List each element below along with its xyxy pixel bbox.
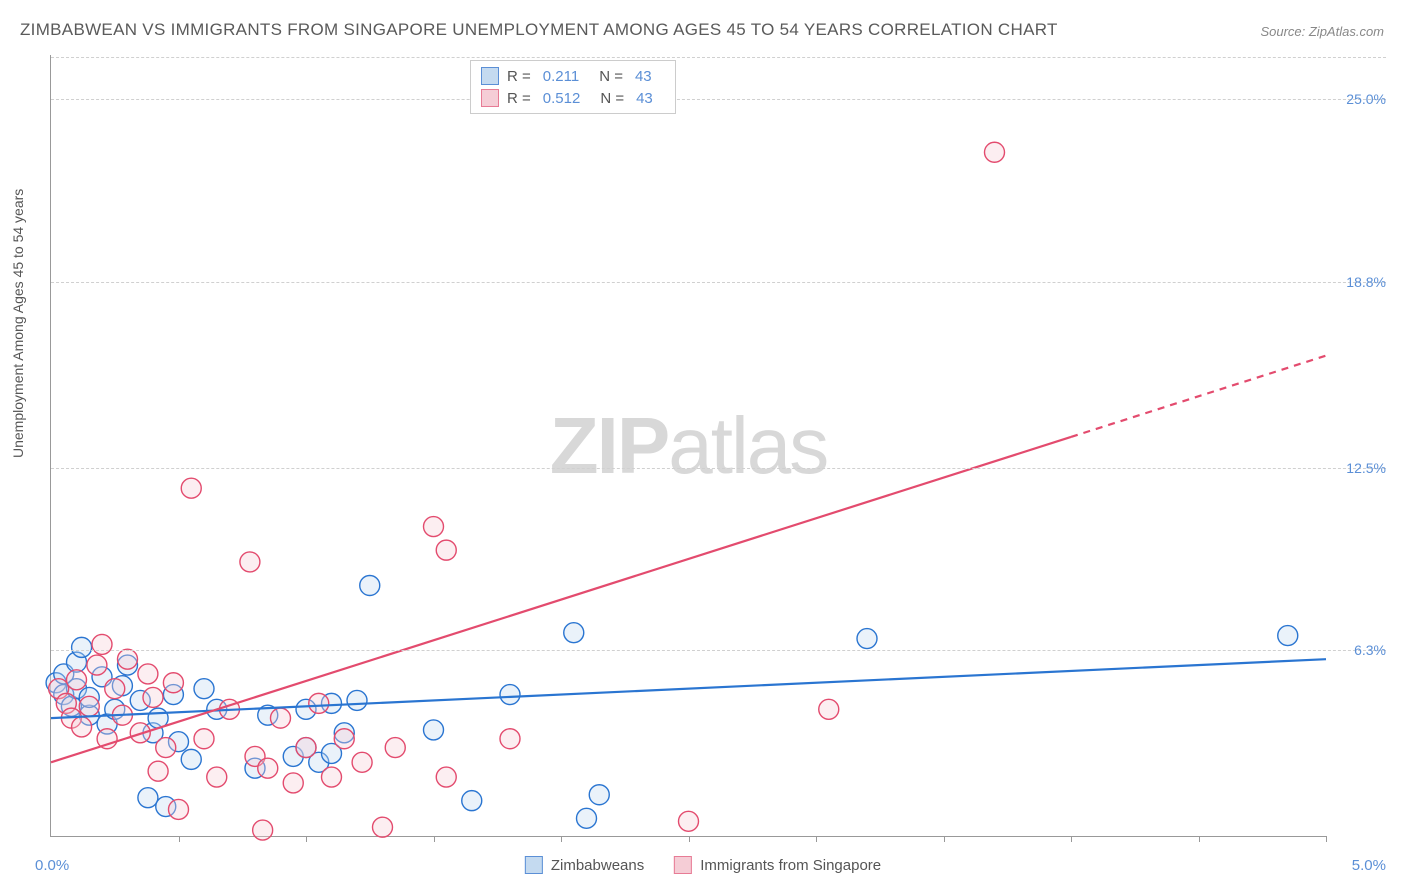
- stats-box: R = 0.211 N = 43 R = 0.512 N = 43: [470, 60, 676, 114]
- data-point: [207, 767, 227, 787]
- gridline: [51, 57, 1386, 58]
- data-point: [322, 767, 342, 787]
- series-swatch-icon: [481, 89, 499, 107]
- data-point: [271, 708, 291, 728]
- y-axis-label: Unemployment Among Ages 45 to 54 years: [10, 438, 26, 458]
- data-point: [118, 649, 138, 669]
- correlation-chart: ZIMBABWEAN VS IMMIGRANTS FROM SINGAPORE …: [0, 0, 1406, 892]
- n-value: 43: [635, 68, 652, 85]
- data-point: [240, 552, 260, 572]
- data-point: [679, 811, 699, 831]
- x-tick: [1199, 836, 1200, 842]
- x-tick: [179, 836, 180, 842]
- data-point: [985, 142, 1005, 162]
- data-point: [72, 637, 92, 657]
- x-tick: [1071, 836, 1072, 842]
- data-point: [258, 758, 278, 778]
- data-point: [352, 752, 372, 772]
- gridline: [51, 650, 1386, 651]
- legend-swatch-icon: [525, 856, 543, 874]
- data-point: [500, 729, 520, 749]
- data-point: [589, 785, 609, 805]
- data-point: [1278, 626, 1298, 646]
- data-point: [309, 693, 329, 713]
- chart-legend: Zimbabweans Immigrants from Singapore: [525, 856, 881, 874]
- n-label: N =: [599, 68, 623, 85]
- data-point: [169, 799, 189, 819]
- trend-line: [51, 659, 1326, 718]
- chart-title: ZIMBABWEAN VS IMMIGRANTS FROM SINGAPORE …: [20, 20, 1058, 40]
- y-tick-label: 6.3%: [1354, 642, 1386, 658]
- data-point: [138, 664, 158, 684]
- data-point: [436, 767, 456, 787]
- data-point: [138, 788, 158, 808]
- r-value: 0.512: [543, 90, 581, 107]
- data-point: [500, 685, 520, 705]
- y-tick-label: 25.0%: [1346, 91, 1386, 107]
- r-label: R =: [507, 90, 531, 107]
- stats-row: R = 0.512 N = 43: [481, 87, 665, 109]
- legend-swatch-icon: [674, 856, 692, 874]
- gridline: [51, 282, 1386, 283]
- source-attribution: Source: ZipAtlas.com: [1260, 24, 1384, 39]
- x-axis-min-label: 0.0%: [35, 857, 69, 874]
- r-label: R =: [507, 68, 531, 85]
- gridline: [51, 468, 1386, 469]
- data-point: [105, 679, 125, 699]
- series-swatch-icon: [481, 67, 499, 85]
- data-point: [857, 629, 877, 649]
- legend-item: Immigrants from Singapore: [674, 856, 881, 874]
- data-point: [385, 738, 405, 758]
- legend-label: Immigrants from Singapore: [700, 857, 881, 874]
- r-value: 0.211: [543, 68, 579, 85]
- legend-item: Zimbabweans: [525, 856, 644, 874]
- data-point: [67, 670, 87, 690]
- data-point: [253, 820, 273, 840]
- x-tick: [306, 836, 307, 842]
- x-tick: [434, 836, 435, 842]
- data-point: [360, 575, 380, 595]
- trend-line: [51, 437, 1071, 762]
- y-tick-label: 12.5%: [1346, 460, 1386, 476]
- data-point: [577, 808, 597, 828]
- data-point: [334, 729, 354, 749]
- x-axis-max-label: 5.0%: [1352, 857, 1386, 874]
- y-tick-label: 18.8%: [1346, 274, 1386, 290]
- data-point: [373, 817, 393, 837]
- data-point: [181, 749, 201, 769]
- data-point: [143, 687, 163, 707]
- x-tick: [944, 836, 945, 842]
- plot-area: ZIPatlas 6.3%12.5%18.8%25.0%: [50, 55, 1326, 837]
- x-tick: [561, 836, 562, 842]
- data-point: [462, 791, 482, 811]
- data-point: [79, 696, 99, 716]
- data-point: [424, 517, 444, 537]
- x-tick: [1326, 836, 1327, 842]
- data-point: [194, 729, 214, 749]
- n-value: 43: [636, 90, 653, 107]
- data-point: [564, 623, 584, 643]
- data-point: [283, 773, 303, 793]
- data-point: [347, 690, 367, 710]
- n-label: N =: [600, 90, 624, 107]
- x-tick: [689, 836, 690, 842]
- data-point: [72, 717, 92, 737]
- data-point: [148, 761, 168, 781]
- data-point: [181, 478, 201, 498]
- data-point: [163, 673, 183, 693]
- legend-label: Zimbabweans: [551, 857, 644, 874]
- data-point: [819, 699, 839, 719]
- data-point: [194, 679, 214, 699]
- data-point: [92, 634, 112, 654]
- x-tick: [816, 836, 817, 842]
- data-point: [436, 540, 456, 560]
- stats-row: R = 0.211 N = 43: [481, 65, 665, 87]
- plot-svg: [51, 55, 1326, 836]
- data-point: [424, 720, 444, 740]
- data-point: [87, 655, 107, 675]
- trend-line-dashed: [1071, 356, 1326, 437]
- data-point: [296, 738, 316, 758]
- data-point: [156, 738, 176, 758]
- gridline: [51, 99, 1386, 100]
